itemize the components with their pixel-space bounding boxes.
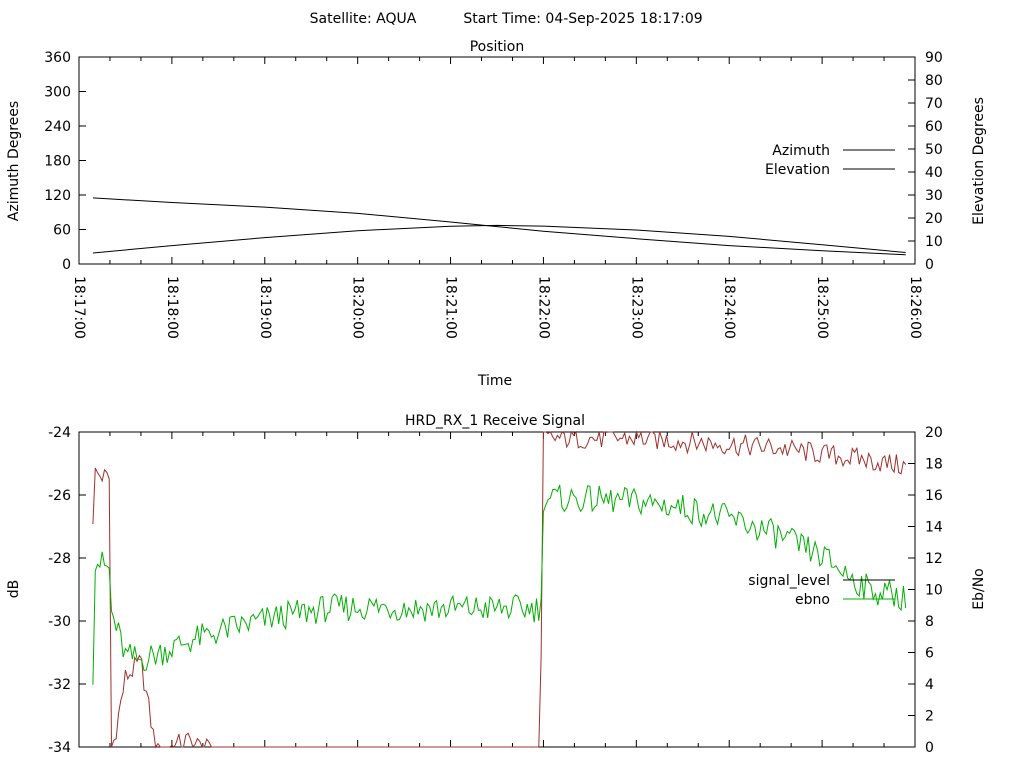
p2-plot-frame [78, 431, 916, 748]
p2-y2-tick-label: 2 [925, 709, 934, 725]
receive-signal-chart: HRD_RX_1 Receive Signal dB Eb/No -34 -32 -… [6, 413, 987, 756]
position-chart-title: Position [470, 39, 525, 55]
series-azimuth [92, 197, 906, 256]
p2-y2-tick-label: 20 [925, 425, 943, 441]
p2-y2-tick-label: 16 [925, 488, 943, 504]
p1-y2-tick-label: 30 [925, 188, 943, 204]
p1-y2-tick-label: 80 [925, 73, 943, 89]
ebno-axis-label: Eb/No [971, 568, 987, 610]
legend-label-ebno: ebno [795, 592, 830, 608]
p1-legend: Azimuth Elevation [765, 143, 895, 178]
p2-y2-tick-label: 4 [925, 677, 934, 693]
p1-y-tick-label: 180 [44, 154, 71, 170]
p1-y-tick-label: 0 [62, 257, 71, 273]
p1-y-tick-label: 300 [44, 85, 71, 101]
p2-y-tick-label: -24 [48, 425, 71, 441]
p1-y-tick-label: 360 [44, 50, 71, 66]
satellite-label: Satellite: AQUA [310, 11, 417, 27]
p2-y-tick-label: -32 [48, 677, 71, 693]
series-elevation [92, 224, 906, 254]
p1-y2-tick-label: 20 [925, 211, 943, 227]
p2-y2-tick-label: 8 [925, 614, 934, 630]
p1-y-tick-label: 60 [53, 223, 71, 239]
p2-y2-tick-label: 14 [925, 520, 943, 536]
legend-label-signal-level: signal_level [748, 573, 830, 589]
p1-plot-frame [78, 56, 916, 265]
p2-y-tick-label: -28 [48, 551, 71, 567]
position-x-axis-label: Time [477, 373, 512, 389]
p1-y-tick-label: 120 [44, 188, 71, 204]
p2-y-tick-label: -26 [48, 488, 71, 504]
legend-label-elevation: Elevation [765, 162, 830, 178]
p1-y2-tick-label: 40 [925, 165, 943, 181]
p1-x-tick-label: 18:17:00 [71, 276, 87, 339]
p1-x-tick-label: 18:23:00 [628, 276, 644, 339]
position-chart: Position Time Azimuth Degrees Elevation … [6, 39, 987, 389]
p1-x-tick-label: 18:26:00 [907, 276, 923, 339]
p1-y2-tick-label: 50 [925, 142, 943, 158]
p1-x-tick-label: 18:21:00 [443, 276, 459, 339]
p2-y2-tick-label: 0 [925, 740, 934, 756]
p2-y2-tick-label: 18 [925, 457, 943, 473]
p1-x-tick-label: 18:20:00 [350, 276, 366, 339]
series-ebno [92, 484, 907, 685]
p1-y2-tick-label: 60 [925, 119, 943, 135]
p2-y2-tick-label: 12 [925, 551, 943, 567]
p1-x-tick-label: 18:24:00 [721, 276, 737, 339]
p1-y2-tick-label: 10 [925, 234, 943, 250]
series-signal-level [92, 430, 907, 749]
azimuth-axis-label: Azimuth Degrees [6, 101, 22, 221]
p2-y-tick-label: -34 [48, 740, 71, 756]
p1-x-tick-label: 18:22:00 [535, 276, 551, 339]
receive-signal-chart-title: HRD_RX_1 Receive Signal [405, 413, 585, 429]
p1-x-tick-label: 18:25:00 [814, 276, 830, 339]
p1-y2-tick-label: 0 [925, 257, 934, 273]
start-time-label: Start Time: 04-Sep-2025 18:17:09 [463, 11, 702, 27]
p1-x-tick-label: 18:19:00 [257, 276, 273, 339]
p2-y-tick-label: -30 [48, 614, 71, 630]
p2-y2-tick-label: 6 [925, 646, 934, 662]
p2-y2-tick-label: 10 [925, 583, 943, 599]
db-axis-label: dB [6, 580, 22, 599]
legend-label-azimuth: Azimuth [772, 143, 830, 159]
p1-y2-tick-label: 90 [925, 50, 943, 66]
elevation-axis-label: Elevation Degrees [971, 97, 987, 225]
p1-y2-tick-label: 70 [925, 96, 943, 112]
p1-x-tick-label: 18:18:00 [164, 276, 180, 339]
p1-y-tick-label: 240 [44, 119, 71, 135]
